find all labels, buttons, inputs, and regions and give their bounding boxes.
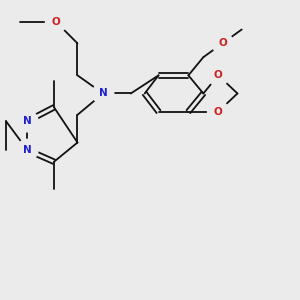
Text: O: O: [52, 17, 61, 27]
Circle shape: [46, 11, 67, 33]
Text: O: O: [214, 106, 223, 117]
Text: N: N: [99, 88, 107, 98]
Text: O: O: [218, 38, 227, 48]
Circle shape: [212, 33, 233, 54]
Circle shape: [17, 110, 38, 132]
Circle shape: [92, 83, 114, 104]
Text: O: O: [214, 70, 223, 80]
Text: N: N: [23, 145, 32, 155]
Circle shape: [208, 101, 229, 122]
Circle shape: [17, 139, 38, 161]
Circle shape: [208, 65, 229, 86]
Text: N: N: [23, 116, 32, 126]
